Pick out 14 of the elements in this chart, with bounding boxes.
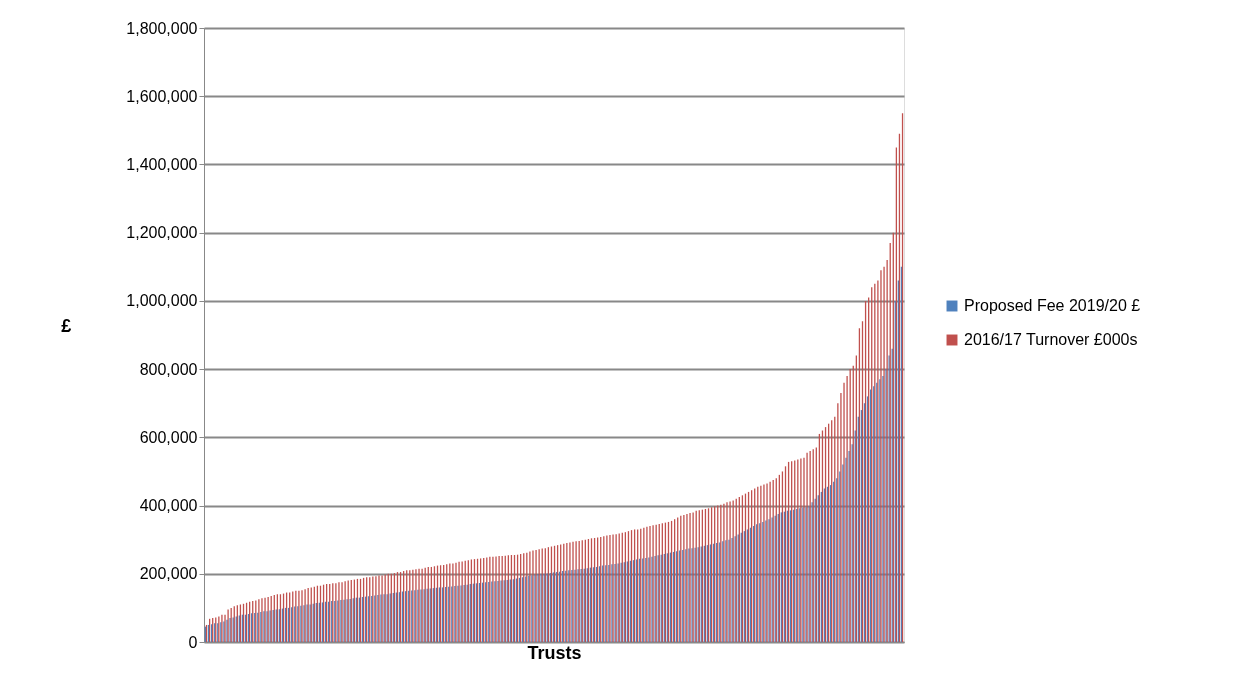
y-tick-label: 200,000 xyxy=(139,565,198,583)
legend-label: 2016/17 Turnover £000s xyxy=(964,331,1138,348)
y-tick-label: 1,400,000 xyxy=(126,155,198,173)
legend-label: Proposed Fee 2019/20 £ xyxy=(964,297,1141,314)
y-tick-label: 800,000 xyxy=(139,360,198,378)
y-tick-label: 1,600,000 xyxy=(126,87,198,105)
y-tick-label: 0 xyxy=(188,633,198,651)
y-tick-label: 600,000 xyxy=(139,428,198,446)
y-tick-label: 1,000,000 xyxy=(126,292,198,310)
y-axis-title: £ xyxy=(61,315,72,336)
x-axis-title: Trusts xyxy=(527,642,582,663)
y-tick-label: 400,000 xyxy=(139,497,198,515)
y-tick-label: 1,200,000 xyxy=(126,224,198,242)
y-tick-label: 1,800,000 xyxy=(126,19,198,37)
